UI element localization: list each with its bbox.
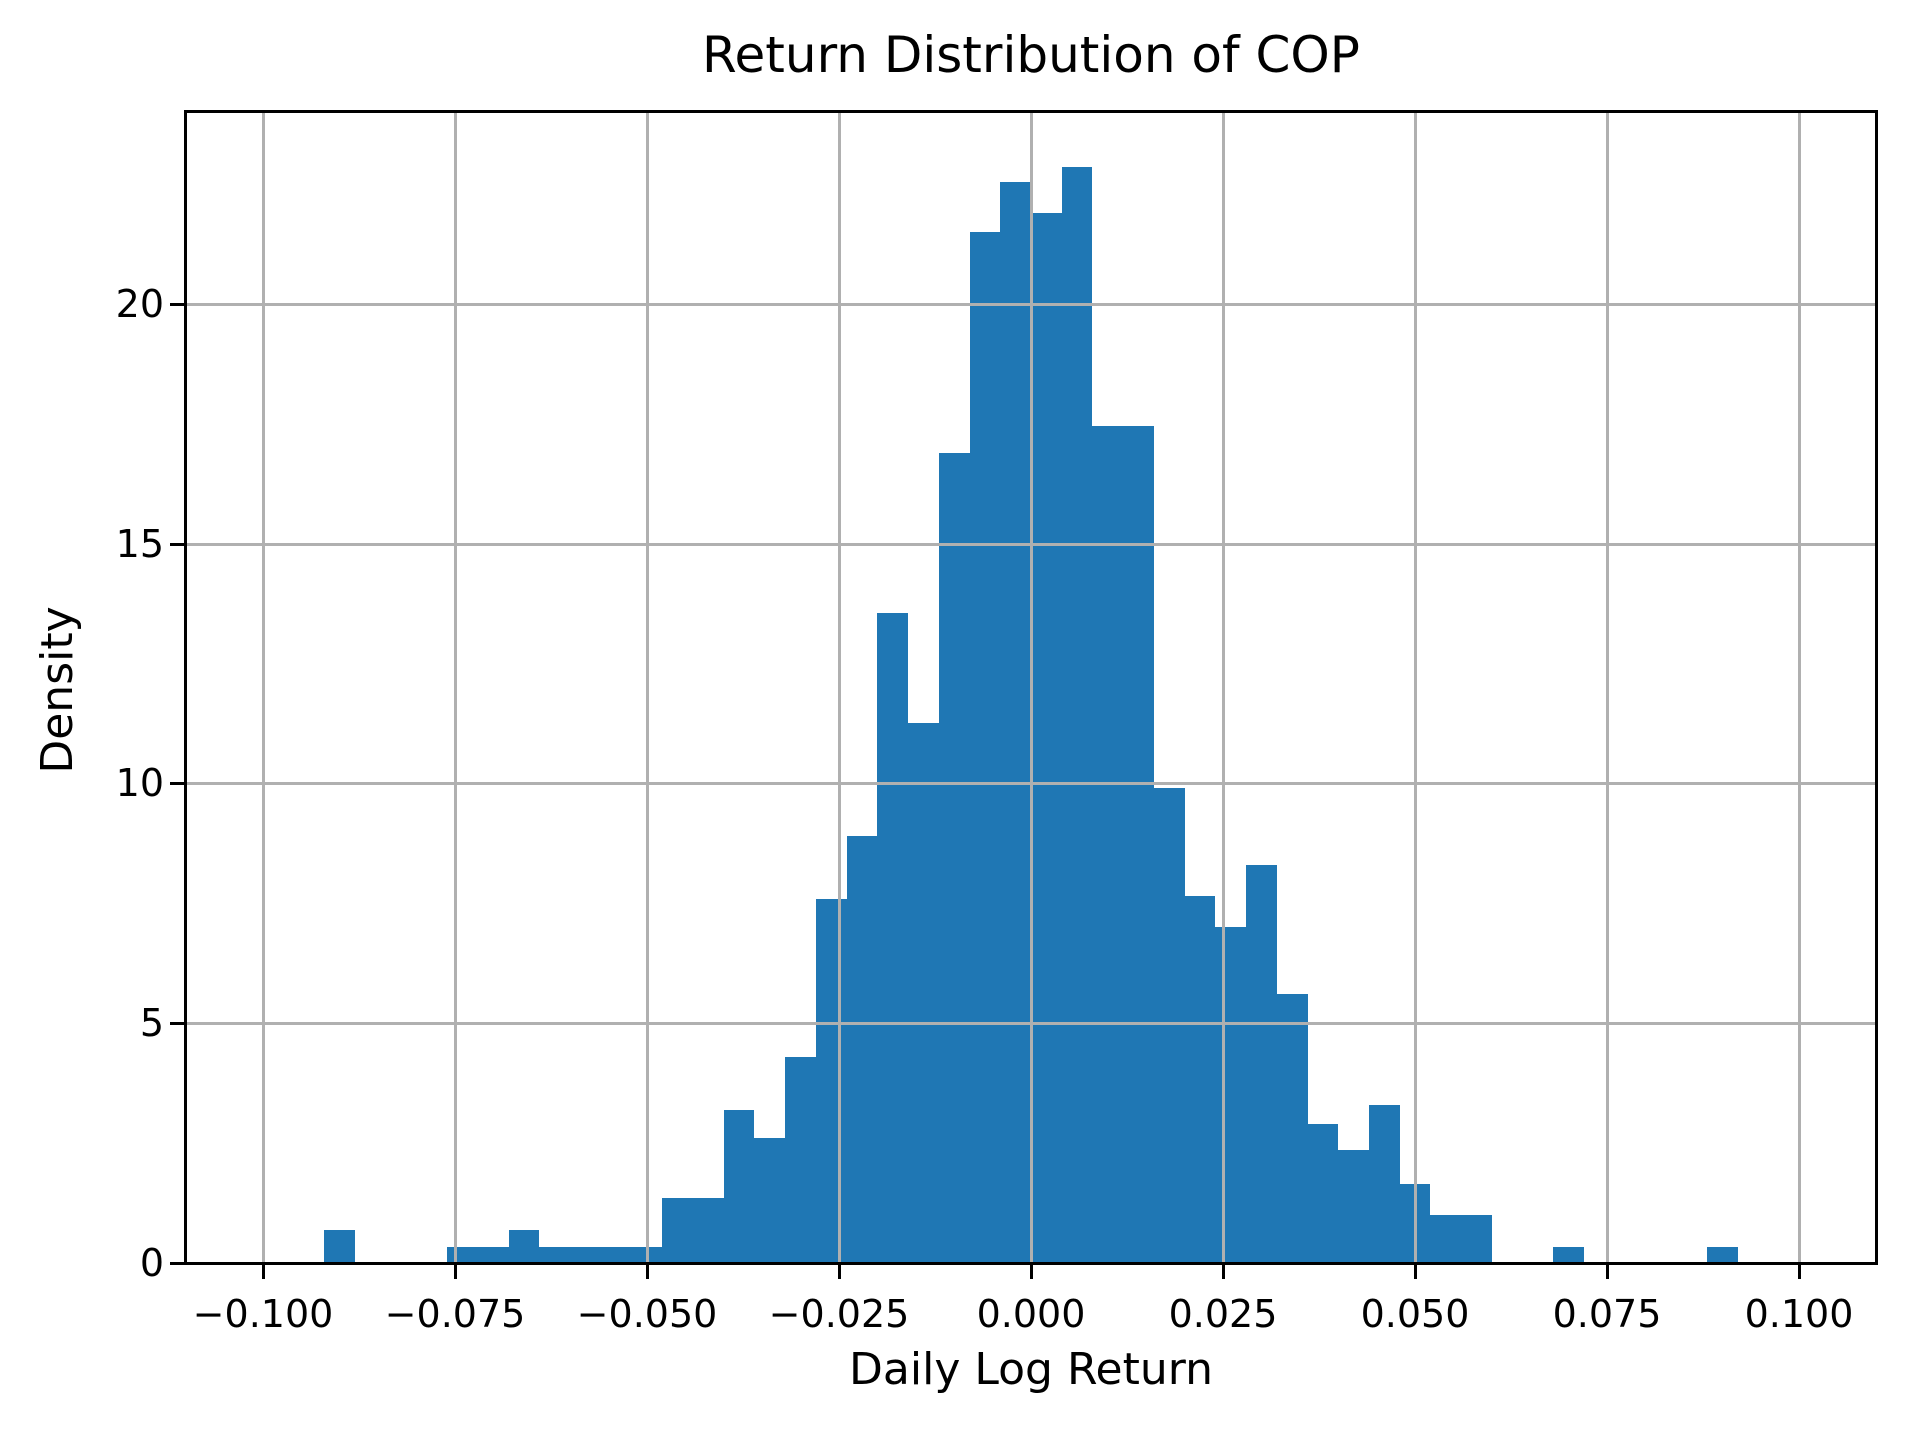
x-tick: [1029, 1264, 1033, 1279]
histogram-bar: [539, 1247, 570, 1263]
x-tick-label: 0.075: [1552, 1292, 1662, 1336]
x-tick: [837, 1264, 841, 1279]
x-gridline: [645, 112, 649, 1263]
histogram-bar: [785, 1057, 816, 1263]
plot-inner: [186, 112, 1876, 1263]
histogram-bar: [1707, 1247, 1738, 1263]
x-axis-label: Daily Log Return: [849, 1344, 1213, 1395]
histogram-bar: [970, 232, 1000, 1263]
histogram-bar: [662, 1198, 693, 1263]
histogram-bar: [324, 1230, 355, 1263]
histogram-bar: [1154, 788, 1185, 1263]
histogram-bar: [1308, 1124, 1338, 1263]
y-tick: [170, 1021, 185, 1025]
plot-area: [184, 110, 1878, 1265]
y-axis-label: Density: [32, 606, 83, 774]
x-gridline: [1221, 112, 1225, 1263]
x-tick-label: −0.050: [576, 1292, 718, 1336]
y-tick: [170, 1261, 185, 1265]
x-gridline: [1413, 112, 1417, 1263]
x-tick: [453, 1264, 457, 1279]
y-tick: [170, 781, 185, 785]
histogram-bar: [754, 1138, 785, 1263]
histogram-bar: [908, 723, 939, 1263]
histogram-bar: [1338, 1150, 1369, 1263]
x-tick: [645, 1264, 649, 1279]
x-tick-label: −0.025: [768, 1292, 910, 1336]
x-tick: [1221, 1264, 1225, 1279]
y-tick: [170, 542, 185, 546]
y-gridline: [186, 781, 1876, 785]
chart-title: Return Distribution of COP: [702, 26, 1360, 84]
y-tick-label: 0: [139, 1241, 164, 1285]
histogram-bar: [1215, 927, 1246, 1263]
histogram-bar: [847, 836, 877, 1263]
histogram-bar: [1246, 865, 1277, 1263]
x-gridline: [1029, 112, 1033, 1263]
y-tick-label: 10: [115, 761, 164, 805]
histogram-bar: [1062, 167, 1092, 1263]
histogram-bar: [1430, 1215, 1461, 1263]
histogram-bar: [816, 899, 847, 1263]
y-gridline: [186, 302, 1876, 306]
histogram-bar: [1185, 896, 1215, 1263]
y-tick-label: 5: [139, 1001, 164, 1045]
histogram-bar: [939, 453, 970, 1263]
x-gridline: [453, 112, 457, 1263]
x-gridline: [837, 112, 841, 1263]
x-tick-label: 0.000: [976, 1292, 1086, 1336]
histogram-bar: [601, 1247, 632, 1263]
histogram-bar: [478, 1247, 509, 1263]
x-gridline: [261, 112, 265, 1263]
histogram-bar: [877, 613, 908, 1263]
histogram-bar: [447, 1247, 478, 1263]
x-gridline: [1605, 112, 1609, 1263]
x-tick: [1605, 1264, 1609, 1279]
histogram-bar: [1553, 1247, 1584, 1263]
x-tick: [1413, 1264, 1417, 1279]
histogram-bar: [693, 1198, 724, 1263]
x-tick-label: −0.075: [384, 1292, 526, 1336]
x-tick-label: 0.025: [1168, 1292, 1278, 1336]
y-tick-label: 20: [115, 282, 164, 326]
histogram-bar: [1461, 1215, 1492, 1263]
y-gridline: [186, 542, 1876, 546]
histogram-bar: [1123, 426, 1154, 1263]
x-tick: [1797, 1264, 1801, 1279]
histogram-bar: [1031, 213, 1062, 1263]
x-tick-label: 0.050: [1360, 1292, 1470, 1336]
x-tick-label: 0.100: [1744, 1292, 1854, 1336]
histogram-bar: [1092, 426, 1123, 1263]
y-tick: [170, 302, 185, 306]
x-tick: [261, 1264, 265, 1279]
histogram-bar: [1000, 182, 1031, 1263]
histogram-bar: [509, 1230, 539, 1263]
y-gridline: [186, 1021, 1876, 1025]
x-tick-label: −0.100: [192, 1292, 334, 1336]
histogram-bar: [724, 1110, 754, 1263]
y-tick-label: 15: [115, 522, 164, 566]
x-gridline: [1797, 112, 1801, 1263]
histogram-bar: [1369, 1105, 1400, 1263]
histogram-bar: [1277, 994, 1308, 1263]
histogram-bar: [570, 1247, 601, 1263]
